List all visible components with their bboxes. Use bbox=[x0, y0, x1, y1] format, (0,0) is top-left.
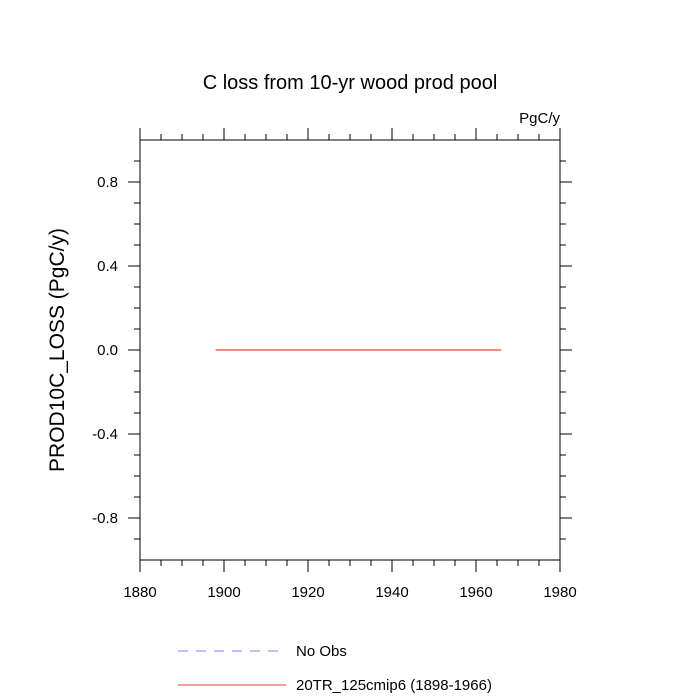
legend: No Obs 20TR_125cmip6 (1898-1966) bbox=[178, 643, 492, 694]
y-tick-label: -0.8 bbox=[92, 510, 118, 527]
x-tick-label: 1940 bbox=[375, 584, 408, 601]
axis-tick-labels: 1880 1900 1920 1940 1960 1980 0.8 0.4 0.0 -0.4 -0.… bbox=[92, 174, 577, 601]
chart-title: C loss from 10-yr wood prod pool bbox=[203, 72, 498, 94]
y-tick-label: -0.4 bbox=[92, 426, 118, 443]
units-label: PgC/y bbox=[519, 110, 560, 127]
y-axis-label: PROD10C_LOSS (PgC/y) bbox=[46, 228, 69, 472]
axis-ticks bbox=[128, 128, 572, 572]
x-tick-label: 1900 bbox=[207, 584, 240, 601]
legend-label: 20TR_125cmip6 (1898-1966) bbox=[296, 677, 492, 694]
x-tick-label: 1960 bbox=[459, 584, 492, 601]
y-tick-label: 0.8 bbox=[97, 174, 118, 191]
x-tick-label: 1980 bbox=[543, 584, 576, 601]
y-tick-label: 0.0 bbox=[97, 342, 118, 359]
x-tick-label: 1880 bbox=[123, 584, 156, 601]
x-tick-label: 1920 bbox=[291, 584, 324, 601]
y-tick-label: 0.4 bbox=[97, 258, 118, 275]
legend-label: No Obs bbox=[296, 643, 347, 660]
